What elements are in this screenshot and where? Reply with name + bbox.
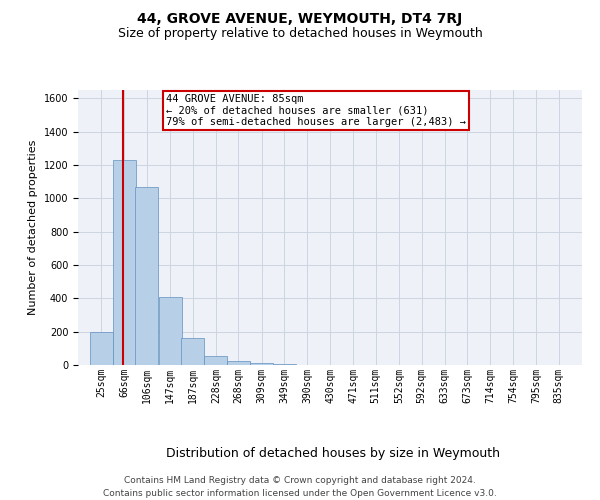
Bar [205,356,227,365]
Bar [250,362,273,365]
Text: 44 GROVE AVENUE: 85sqm
← 20% of detached houses are smaller (631)
79% of semi-de: 44 GROVE AVENUE: 85sqm ← 20% of detached… [166,94,466,128]
Bar [181,338,204,365]
Bar [90,332,113,365]
Bar [136,186,158,365]
Bar [113,160,136,365]
Text: Contains public sector information licensed under the Open Government Licence v3: Contains public sector information licen… [103,489,497,498]
Y-axis label: Number of detached properties: Number of detached properties [28,140,38,315]
Text: 44, GROVE AVENUE, WEYMOUTH, DT4 7RJ: 44, GROVE AVENUE, WEYMOUTH, DT4 7RJ [137,12,463,26]
Text: Contains HM Land Registry data © Crown copyright and database right 2024.: Contains HM Land Registry data © Crown c… [124,476,476,485]
Text: Size of property relative to detached houses in Weymouth: Size of property relative to detached ho… [118,28,482,40]
Text: Distribution of detached houses by size in Weymouth: Distribution of detached houses by size … [166,448,500,460]
Bar [273,364,296,365]
Bar [158,296,182,365]
Bar [227,361,250,365]
